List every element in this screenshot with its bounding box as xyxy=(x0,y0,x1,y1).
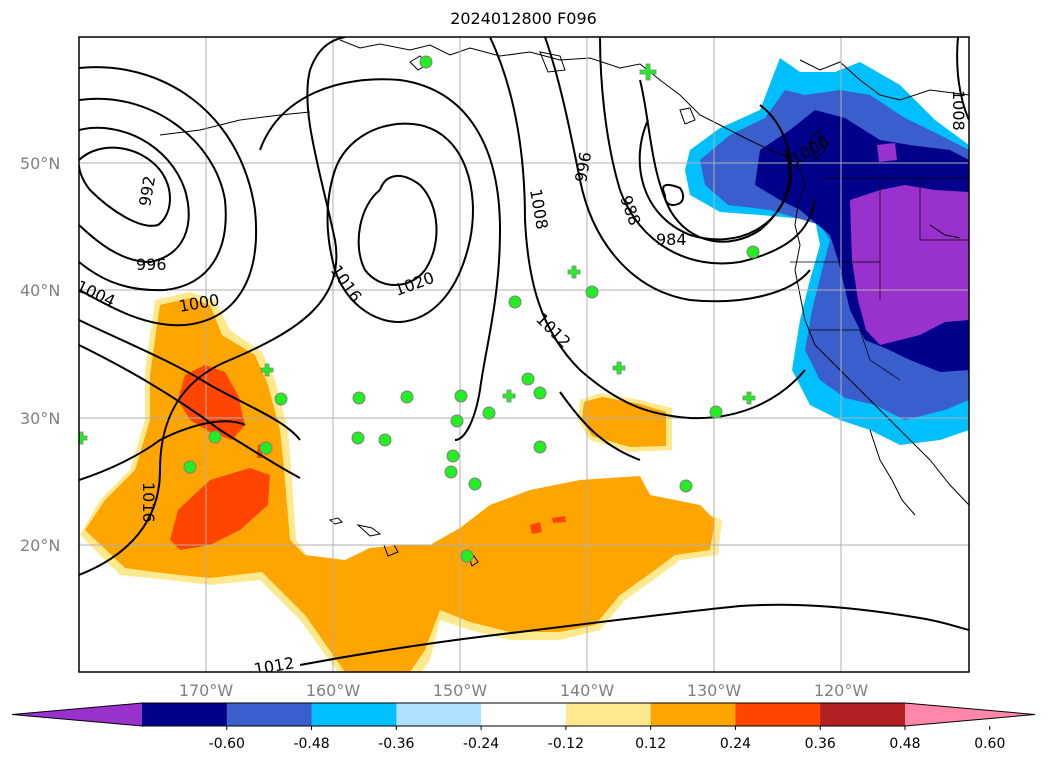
station-marker xyxy=(585,285,599,299)
negative-anomaly-core-patch xyxy=(877,143,897,162)
station-cross-marker xyxy=(260,363,274,377)
contour-label: 1008 xyxy=(949,90,968,131)
station-marker xyxy=(419,55,433,69)
borders xyxy=(790,177,969,381)
contour-label: 984 xyxy=(656,230,687,249)
colorbar-extend-low xyxy=(12,703,142,726)
station-marker xyxy=(351,431,365,445)
station-marker xyxy=(444,465,458,479)
map-title: 2024012800 F096 xyxy=(450,9,597,28)
station-cross-marker xyxy=(742,391,756,405)
lon-label-130w: 130°W xyxy=(687,681,742,700)
station-marker xyxy=(508,295,522,309)
positive-anomaly-region xyxy=(85,298,715,672)
colorbar-tick-label: -0.12 xyxy=(548,736,584,752)
station-marker xyxy=(259,441,273,455)
station-marker xyxy=(679,479,693,493)
contour-label: 1016 xyxy=(139,482,158,523)
station-marker xyxy=(208,430,222,444)
colorbar-segment xyxy=(481,703,567,726)
station-marker xyxy=(446,449,460,463)
lat-label-20n: 20°N xyxy=(20,536,60,555)
colorbar-segment xyxy=(565,703,652,726)
map-frame xyxy=(78,36,970,673)
lon-label-120w: 120°W xyxy=(814,681,869,700)
colorbar-tick-label: -0.60 xyxy=(209,736,245,752)
colorbar-segment xyxy=(226,703,313,726)
station-marker xyxy=(450,414,464,428)
colorbar-extend-high xyxy=(905,703,1035,726)
station-marker xyxy=(709,405,723,419)
negative-anomaly-core xyxy=(850,185,969,345)
lon-label-140w: 140°W xyxy=(560,681,615,700)
lat-label-50n: 50°N xyxy=(20,154,60,173)
station-markers xyxy=(79,55,760,563)
pressure-contours xyxy=(79,37,969,666)
colorbar-segment xyxy=(820,703,906,726)
colorbar-tick-label: 0.60 xyxy=(974,736,1005,752)
contour-label: 1012 xyxy=(252,653,295,679)
station-marker xyxy=(274,392,288,406)
colorbar-tick-label: 0.24 xyxy=(720,736,751,752)
station-marker xyxy=(400,390,414,404)
station-marker xyxy=(521,372,535,386)
station-marker xyxy=(746,245,760,259)
station-marker xyxy=(454,389,468,403)
colorbar-segment xyxy=(650,703,736,726)
lat-label-30n: 30°N xyxy=(20,409,60,428)
strong-anomaly-core-south xyxy=(170,468,270,550)
coastlines xyxy=(159,39,969,567)
colorbar-segment xyxy=(735,703,821,726)
latitude-labels: 50°N 40°N 30°N 20°N xyxy=(20,154,60,555)
colorbar-tick-label: 0.48 xyxy=(889,736,920,752)
gridlines xyxy=(79,37,969,672)
station-cross-marker xyxy=(612,361,626,375)
colorbar-tick-label: -0.48 xyxy=(293,736,329,752)
colorbar-tick-label: 0.36 xyxy=(805,736,836,752)
contour-label: 996 xyxy=(136,255,167,274)
longitude-labels: 170°W 160°W 150°W 140°W 130°W 120°W xyxy=(179,681,869,700)
colorbar-tick-label: -0.24 xyxy=(463,736,499,752)
map-content: 992 996 1000 1004 1016 1020 1008 996 988… xyxy=(79,37,969,679)
station-marker xyxy=(460,549,474,563)
station-marker xyxy=(482,406,496,420)
colorbar-outline xyxy=(11,702,1036,727)
lon-label-170w: 170°W xyxy=(179,681,234,700)
station-marker xyxy=(533,440,547,454)
station-marker xyxy=(533,386,547,400)
station-cross-marker xyxy=(567,265,581,279)
colorbar-tick-label: 0.12 xyxy=(635,736,666,752)
lat-label-40n: 40°N xyxy=(20,281,60,300)
lon-label-150w: 150°W xyxy=(433,681,488,700)
colorbar-segment xyxy=(311,703,397,726)
station-cross-marker xyxy=(79,431,88,445)
station-marker xyxy=(378,433,392,447)
station-marker xyxy=(183,460,197,474)
colorbar-tick-label: -0.36 xyxy=(378,736,414,752)
strong-anomaly-dot xyxy=(257,444,566,534)
station-cross-marker xyxy=(502,389,516,403)
station-marker xyxy=(468,477,482,491)
lon-label-160w: 160°W xyxy=(306,681,361,700)
station-cross-marker xyxy=(639,63,657,81)
colorbar: -0.60 -0.48 -0.36 -0.24 -0.12 0.12 0.24 0.36 0.4… xyxy=(11,702,1036,752)
station-marker xyxy=(352,391,366,405)
colorbar-segment xyxy=(396,703,482,726)
colorbar-segment xyxy=(142,703,228,726)
